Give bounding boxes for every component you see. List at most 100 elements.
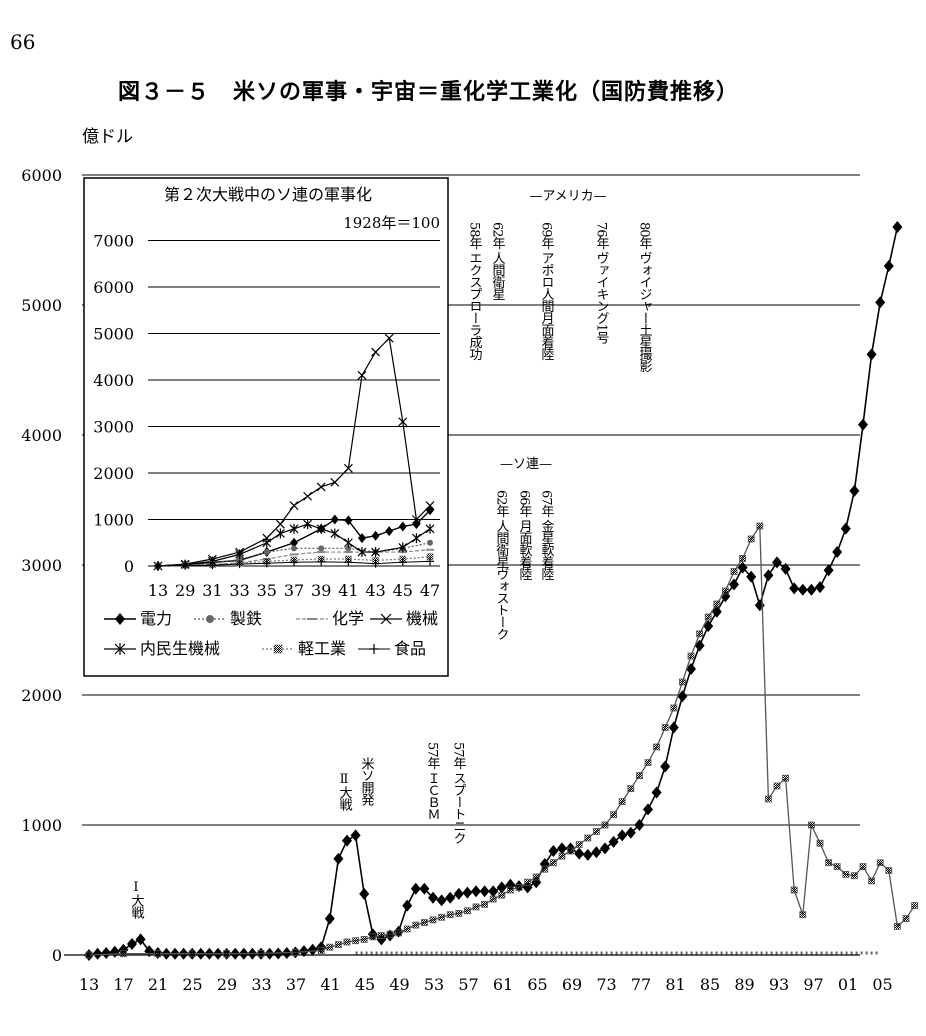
main-data-point (135, 933, 146, 946)
main-data-point (359, 887, 370, 900)
main-data-point (488, 885, 499, 898)
main-data-point (842, 871, 850, 878)
legend-item: 軽工業 (262, 639, 346, 658)
main-data-point (395, 929, 403, 937)
main-data-point (780, 562, 791, 575)
main-data-point (866, 348, 877, 361)
marker-star (316, 523, 326, 534)
main-data-point (453, 887, 464, 900)
main-data-point (902, 915, 910, 922)
main-data-point (670, 704, 678, 712)
inset-x-tick: 45 (393, 581, 413, 600)
inset-x-tick: 37 (284, 581, 304, 600)
main-data-point (729, 578, 739, 591)
main-data-point (859, 863, 867, 870)
main-data-point (429, 916, 437, 924)
main-data-point (808, 821, 815, 829)
legend-label: 電力 (140, 609, 172, 628)
inset-subtitle: 1928年＝100 (343, 214, 440, 232)
main-data-point (369, 933, 377, 941)
main-data-point (711, 605, 722, 618)
main-data-point (823, 564, 834, 577)
main-data-point (911, 902, 918, 909)
inset-y-tick: 1000 (93, 511, 134, 530)
marker-diamond (358, 533, 366, 544)
main-data-point (644, 759, 652, 766)
marker-cross (371, 347, 381, 357)
main-data-point (558, 852, 566, 860)
main-annotation: Ⅰ大戦 (129, 880, 145, 920)
main-data-point (109, 945, 120, 958)
inset-y-tick: 5000 (93, 325, 134, 344)
main-data-point (703, 620, 714, 633)
marker-diamond (371, 530, 380, 541)
main-x-tick: 25 (182, 975, 202, 994)
main-data-point (463, 907, 471, 915)
marker-circle (318, 545, 325, 552)
main-data-point (377, 932, 385, 939)
main-x-tick: 17 (113, 975, 133, 994)
main-data-point (782, 774, 789, 782)
main-data-point (360, 936, 368, 943)
marker-plus (290, 558, 298, 567)
main-x-tick: 05 (872, 975, 892, 994)
main-series-1 (85, 522, 918, 959)
main-data-point (876, 859, 884, 867)
main-y-tick: 1000 (21, 816, 62, 835)
legend-item: 化学 (296, 609, 364, 628)
main-data-point (471, 885, 481, 898)
marker-star (425, 523, 435, 534)
main-annotation: 66年 月面軟着陸 (517, 490, 533, 582)
main-data-point (747, 535, 755, 543)
marker-cross (384, 333, 394, 343)
main-data-point (772, 556, 782, 569)
main-annotation: 米ソ開発 (359, 757, 375, 807)
main-data-point (746, 570, 757, 583)
legend-item: 食品 (358, 639, 426, 658)
main-data-point (567, 847, 574, 855)
main-data-point (550, 859, 557, 867)
main-data-point (892, 221, 903, 233)
marker-plus (262, 559, 271, 568)
main-data-point (386, 930, 394, 938)
main-data-point (686, 663, 696, 675)
marker-diamond (115, 613, 125, 625)
main-data-point (582, 848, 593, 861)
main-data-point (410, 882, 421, 895)
marker-star (289, 523, 299, 534)
main-annotation: 57年 ＩＣＢＭ (425, 742, 441, 820)
marker-plus (317, 557, 326, 566)
marker-cross (303, 491, 313, 501)
main-annotation: —ソ連— (500, 457, 552, 472)
legend-label: 機械 (406, 609, 438, 628)
page-number: 66 (10, 30, 36, 54)
main-data-point (634, 819, 645, 831)
inset-title: 第２次大戦中のソ連の軍事化 (164, 185, 372, 204)
marker-cross (330, 477, 340, 487)
main-data-point (885, 867, 893, 874)
main-x-tick: 57 (458, 975, 478, 994)
marker-cross (343, 463, 353, 473)
main-x-tick: 41 (320, 975, 340, 994)
inset-x-tick: 13 (148, 581, 168, 600)
marker-plus (235, 560, 244, 569)
main-data-point (352, 937, 360, 945)
marker-plus (426, 557, 434, 566)
legend-label: 軽工業 (298, 639, 346, 658)
main-data-point (472, 903, 480, 911)
main-data-point (704, 613, 712, 621)
legend-label: 食品 (394, 639, 426, 658)
main-data-point (713, 600, 721, 608)
main-data-point (601, 821, 609, 829)
legend-label: 製鉄 (230, 609, 262, 628)
main-data-point (849, 484, 860, 497)
main-data-point (756, 522, 764, 530)
main-data-point (420, 919, 428, 926)
main-data-point (326, 943, 334, 951)
main-x-tick: 69 (562, 975, 582, 994)
main-data-point (455, 910, 463, 917)
marker-plus (154, 562, 162, 570)
main-data-point (317, 947, 325, 954)
marker-star (398, 542, 408, 553)
main-data-point (754, 599, 765, 612)
